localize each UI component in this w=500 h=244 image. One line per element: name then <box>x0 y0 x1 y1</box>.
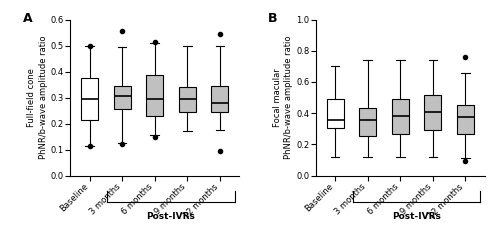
PathPatch shape <box>392 99 409 134</box>
PathPatch shape <box>81 78 98 120</box>
PathPatch shape <box>360 108 376 136</box>
PathPatch shape <box>146 75 163 116</box>
PathPatch shape <box>114 86 130 109</box>
PathPatch shape <box>424 95 442 130</box>
PathPatch shape <box>212 86 228 112</box>
Y-axis label: Full-field cone
PhNR/b-wave amplitude ratio: Full-field cone PhNR/b-wave amplitude ra… <box>27 36 48 159</box>
PathPatch shape <box>179 87 196 112</box>
Text: B: B <box>268 12 278 25</box>
Text: Post-IVRs: Post-IVRs <box>392 212 441 221</box>
PathPatch shape <box>457 105 474 133</box>
Y-axis label: Focal macular
PhNR/b-wave amplitude ratio: Focal macular PhNR/b-wave amplitude rati… <box>272 36 293 159</box>
Text: A: A <box>22 12 32 25</box>
PathPatch shape <box>326 99 344 128</box>
Text: Post-IVRs: Post-IVRs <box>146 212 196 221</box>
